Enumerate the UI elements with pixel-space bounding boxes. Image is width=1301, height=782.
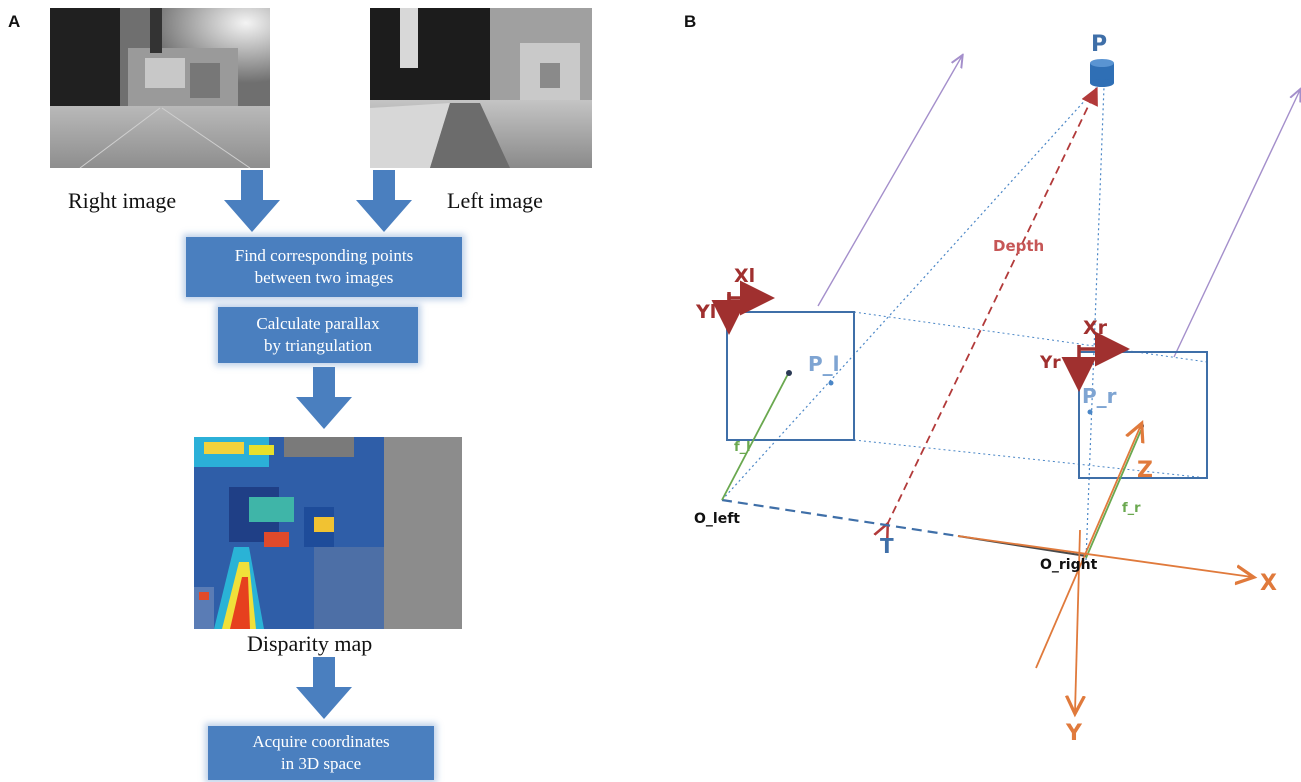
- left-optical-ray: [817, 56, 962, 307]
- calculate-parallax-step: Calculate parallax by triangulation: [218, 307, 418, 363]
- left-principal-point: [786, 370, 792, 376]
- z-axis: [1035, 425, 1141, 669]
- right-camera-photo: [50, 8, 270, 168]
- left-camera-photo: [370, 8, 592, 168]
- x-axis-label: X: [1260, 571, 1277, 596]
- left-image-label: Left image: [447, 188, 543, 213]
- step-line: Acquire coordinates: [252, 732, 390, 751]
- acquire-coordinates-step: Acquire coordinates in 3D space: [208, 726, 434, 780]
- yr-label: Yr: [1039, 353, 1061, 373]
- right-focal-line: [1085, 427, 1143, 559]
- image-plane-connector: [853, 311, 1208, 363]
- o-left-label: O_left: [694, 511, 740, 527]
- panel-a-letter: A: [8, 12, 21, 31]
- yl-label: Yl: [695, 301, 716, 323]
- y-axis-label: Y: [1065, 721, 1083, 746]
- step-line: between two images: [254, 268, 394, 287]
- right-projection-ray: [1085, 85, 1105, 561]
- xl-axis-arrow: [727, 280, 775, 316]
- step-line: Calculate parallax: [256, 314, 380, 333]
- step-line: Find corresponding points: [234, 246, 414, 265]
- p-l-point: [828, 380, 834, 386]
- disparity-map-label: Disparity map: [247, 631, 373, 656]
- p-r-point: [1087, 409, 1093, 415]
- left-image-plane: [726, 311, 855, 441]
- depth-label: Depth: [993, 237, 1044, 255]
- left-focal-line: [721, 373, 789, 501]
- t-label: T: [880, 534, 894, 558]
- disparity-map-image: [194, 437, 462, 629]
- down-arrow-icon: [224, 170, 280, 232]
- baseline: [721, 498, 959, 538]
- down-arrow-icon: [296, 657, 352, 719]
- p-r-label: P_r: [1082, 384, 1117, 408]
- x-axis: [957, 535, 1252, 577]
- o-right-label: O_right: [1040, 557, 1098, 573]
- y-axis: [1075, 529, 1080, 712]
- target-point-icon: [1090, 59, 1114, 87]
- left-projection-ray: [721, 85, 1099, 501]
- xr-label: Xr: [1083, 317, 1108, 339]
- f-l-label: f_l: [734, 440, 751, 455]
- right-image-label: Right image: [68, 188, 177, 213]
- right-optical-ray: [1173, 90, 1300, 358]
- p-l-label: P_l: [808, 352, 840, 376]
- find-correspondences-step: Find corresponding points between two im…: [186, 237, 462, 297]
- panel-b-letter: B: [684, 12, 697, 31]
- point-p-label: P: [1091, 32, 1107, 57]
- down-arrow-icon: [356, 170, 412, 232]
- down-arrow-icon: [296, 367, 352, 429]
- image-plane-connector: [853, 439, 1208, 479]
- step-line: by triangulation: [263, 336, 373, 355]
- depth-arrow: [887, 90, 1096, 525]
- step-line: in 3D space: [280, 754, 362, 773]
- xl-label: Xl: [734, 265, 755, 287]
- f-r-label: f_r: [1122, 501, 1141, 516]
- z-axis-label: Z: [1137, 458, 1153, 483]
